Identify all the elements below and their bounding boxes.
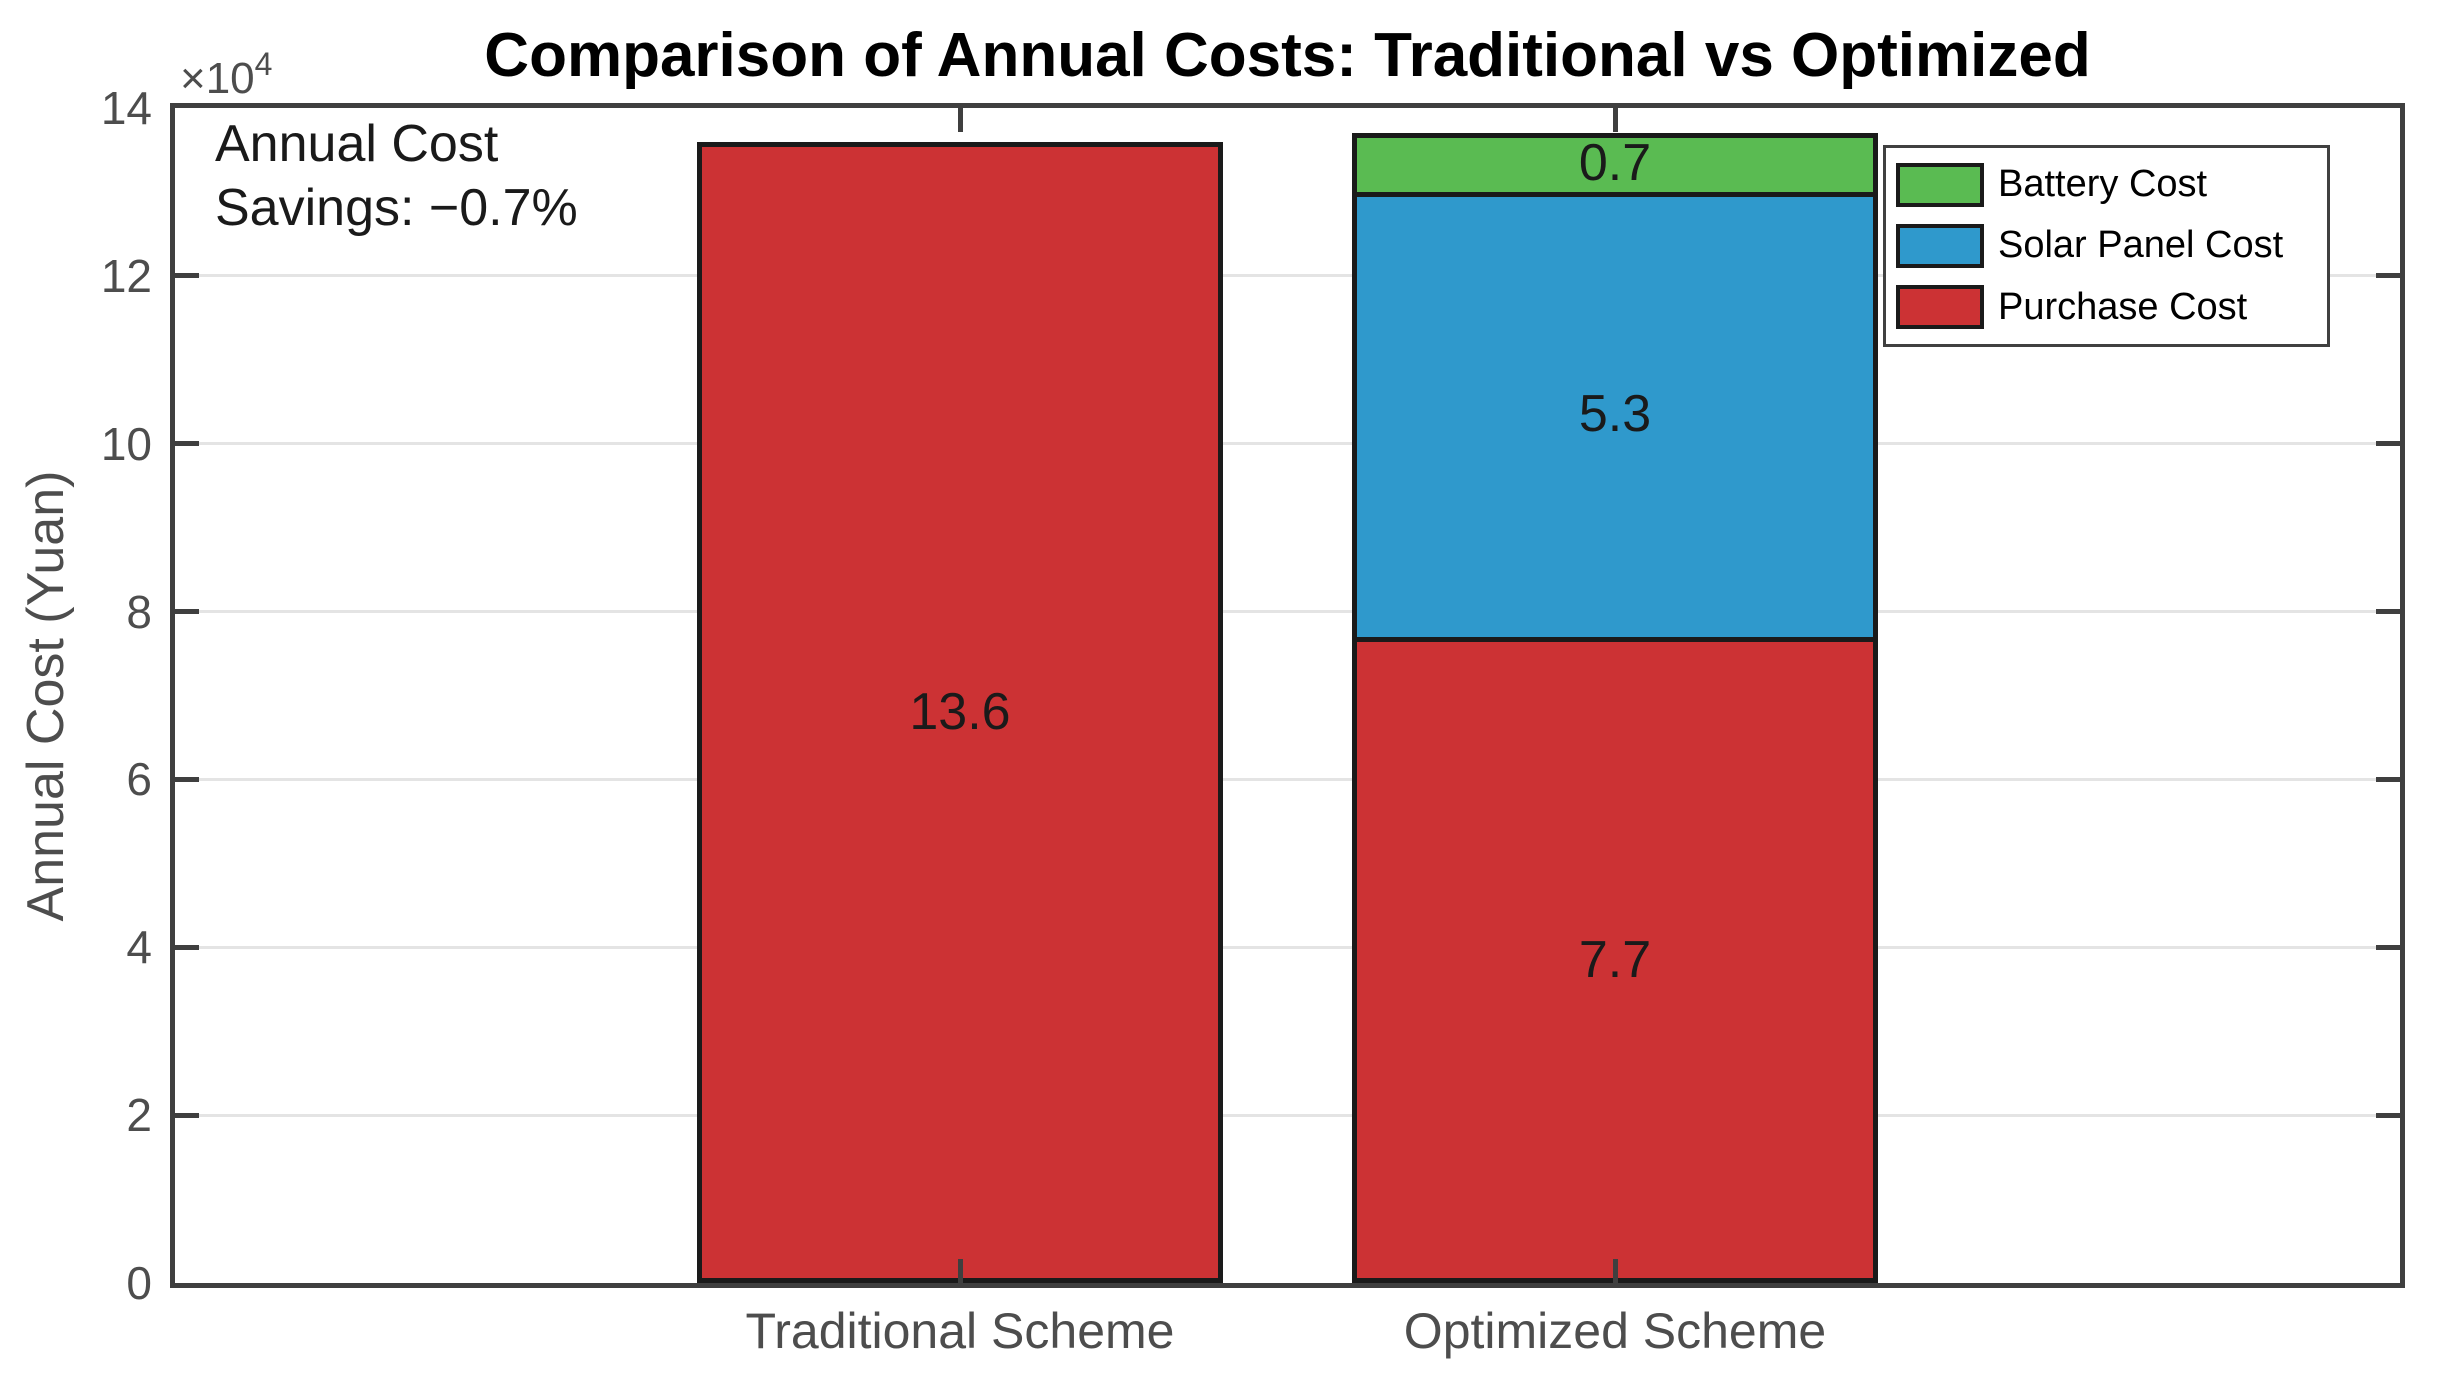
legend-item: Solar Panel Cost bbox=[1886, 223, 2327, 268]
grid-line bbox=[175, 1113, 2400, 1117]
y-tick-label: 10 bbox=[100, 417, 152, 470]
y-tick-mark-right bbox=[2376, 609, 2400, 615]
legend-label: Battery Cost bbox=[1998, 163, 2208, 206]
y-tick-mark-right bbox=[2376, 1112, 2400, 1118]
x-tick-mark-bottom bbox=[1612, 1259, 1618, 1283]
y-axis-label: Annual Cost (Yuan) bbox=[17, 470, 75, 922]
grid-line bbox=[175, 442, 2400, 446]
bar-value-label: 13.6 bbox=[909, 683, 1011, 742]
bar-value-label: 0.7 bbox=[1578, 133, 1652, 192]
y-tick-label: 0 bbox=[126, 1257, 152, 1309]
grid-line bbox=[175, 945, 2400, 949]
y-tick-label: 2 bbox=[126, 1089, 152, 1142]
legend-swatch bbox=[1896, 162, 1984, 207]
legend-label: Solar Panel Cost bbox=[1998, 224, 2284, 267]
y-tick-mark-right bbox=[2376, 441, 2400, 447]
x-tick-mark-bottom bbox=[957, 1259, 963, 1283]
grid-line bbox=[175, 610, 2400, 614]
y-tick-mark-left bbox=[175, 944, 199, 950]
legend: Battery Cost Solar Panel Cost Purchase Cos… bbox=[1883, 145, 2330, 347]
chart-title: Comparison of Annual Costs: Traditional … bbox=[484, 21, 2091, 90]
bar-value-label: 7.7 bbox=[1578, 930, 1652, 989]
multiplier-exponent: 4 bbox=[254, 46, 273, 82]
y-axis-multiplier: ×104 bbox=[180, 46, 272, 104]
legend-swatch bbox=[1896, 223, 1984, 268]
y-tick-mark-right bbox=[2376, 944, 2400, 950]
x-tick-mark-top bbox=[1612, 108, 1618, 132]
y-tick-mark-left bbox=[175, 441, 199, 447]
annotation-line-2: Savings: −0.7% bbox=[215, 179, 578, 237]
plot-area: 13.6 7.7 5.3 0.7 Annual Cost Savings: −0.7%… bbox=[170, 103, 2405, 1288]
x-tick-mark-top bbox=[957, 108, 963, 132]
y-tick-mark-left bbox=[175, 609, 199, 615]
y-tick-mark-right bbox=[2376, 273, 2400, 279]
y-tick-mark-right bbox=[2376, 776, 2400, 782]
bar-segment bbox=[697, 141, 1223, 1283]
y-tick-label: 14 bbox=[100, 82, 152, 134]
y-tick-mark-left bbox=[175, 273, 199, 279]
bar-segment bbox=[1352, 191, 1878, 642]
y-tick-label: 6 bbox=[126, 753, 152, 806]
x-tick-label: Optimized Scheme bbox=[1403, 1303, 1827, 1359]
y-tick-label: 8 bbox=[126, 585, 152, 638]
bar-value-label: 5.3 bbox=[1578, 385, 1652, 444]
y-tick-mark-left bbox=[175, 1112, 199, 1118]
bar-segment bbox=[1352, 133, 1878, 197]
legend-label: Purchase Cost bbox=[1998, 285, 2248, 328]
annotation-line-1: Annual Cost bbox=[215, 115, 499, 173]
x-tick-label: Traditional Scheme bbox=[745, 1303, 1175, 1359]
multiplier-base: ×10 bbox=[180, 54, 255, 103]
annotation-text: Annual Cost Savings: −0.7% bbox=[215, 112, 578, 240]
legend-swatch bbox=[1896, 285, 1984, 330]
grid-line bbox=[175, 274, 2400, 278]
y-tick-mark-left bbox=[175, 776, 199, 782]
grid-line bbox=[175, 777, 2400, 781]
legend-item: Purchase Cost bbox=[1886, 285, 2327, 330]
y-tick-label: 4 bbox=[126, 921, 152, 974]
y-tick-label: 12 bbox=[100, 249, 152, 302]
legend-item: Battery Cost bbox=[1886, 162, 2327, 207]
